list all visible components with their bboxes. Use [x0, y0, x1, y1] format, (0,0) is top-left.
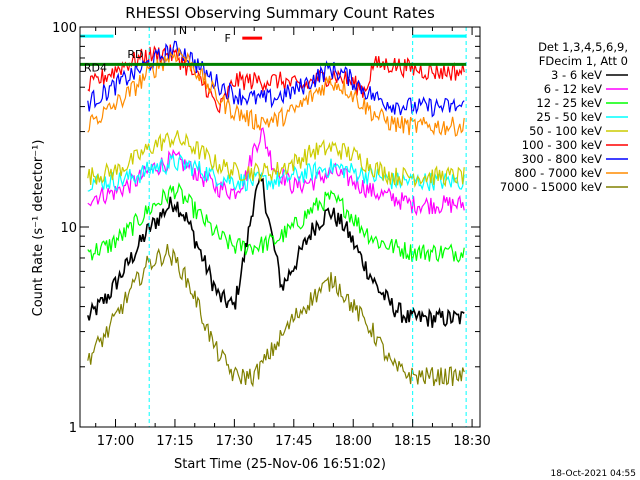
legend-header-line-1: Det 1,3,4,5,6,9,: [538, 40, 628, 54]
legend-label-8: 800 - 7000 keV: [514, 166, 602, 180]
legend-label-3: 12 - 25 keV: [536, 96, 602, 110]
state-label-rd4: RD4: [84, 61, 107, 74]
y-tick-label: 1: [69, 421, 77, 436]
series-line-5: [87, 130, 465, 189]
series-line-7: [87, 40, 465, 118]
legend-label-7: 300 - 800 keV: [522, 152, 602, 166]
x-tick-label: 17:15: [156, 434, 193, 449]
legend-label-9: 7000 - 15000 keV: [500, 180, 602, 194]
y-tick-label: 100: [52, 21, 77, 36]
series-line-6: [87, 44, 465, 114]
x-axis-label: Start Time (25-Nov-06 16:51:02): [174, 457, 386, 472]
series-line-1: [87, 173, 465, 328]
legend-label-5: 50 - 100 keV: [529, 124, 602, 138]
series-line-8: [87, 47, 465, 137]
legend-header-line-2: FDecim 1, Att 0: [539, 54, 628, 68]
state-label-n: N: [179, 24, 187, 37]
legend-label-6: 100 - 300 keV: [522, 138, 602, 152]
legend-label-2: 6 - 12 keV: [544, 82, 602, 96]
y-tick-label: 10: [60, 221, 77, 236]
legend-label-1: 3 - 6 keV: [551, 68, 602, 82]
series-line-3: [87, 182, 465, 263]
x-tick-label: 17:00: [97, 434, 134, 449]
series-line-9: [87, 244, 465, 388]
x-tick-label: 17:30: [216, 434, 253, 449]
timestamp-label: 18-Oct-2021 04:55: [551, 469, 636, 479]
legend-label-4: 25 - 50 keV: [536, 110, 602, 124]
state-label-f: F: [224, 32, 230, 45]
y-axis-label: Count Rate (s⁻¹ detector⁻¹): [31, 140, 46, 317]
x-tick-label: 18:00: [334, 434, 371, 449]
state-label-rd: RD: [127, 48, 143, 61]
x-tick-label: 18:15: [394, 434, 431, 449]
chart-title: RHESSI Observing Summary Count Rates: [125, 4, 435, 22]
x-tick-label: 17:45: [275, 434, 312, 449]
x-tick-label: 18:30: [453, 434, 490, 449]
